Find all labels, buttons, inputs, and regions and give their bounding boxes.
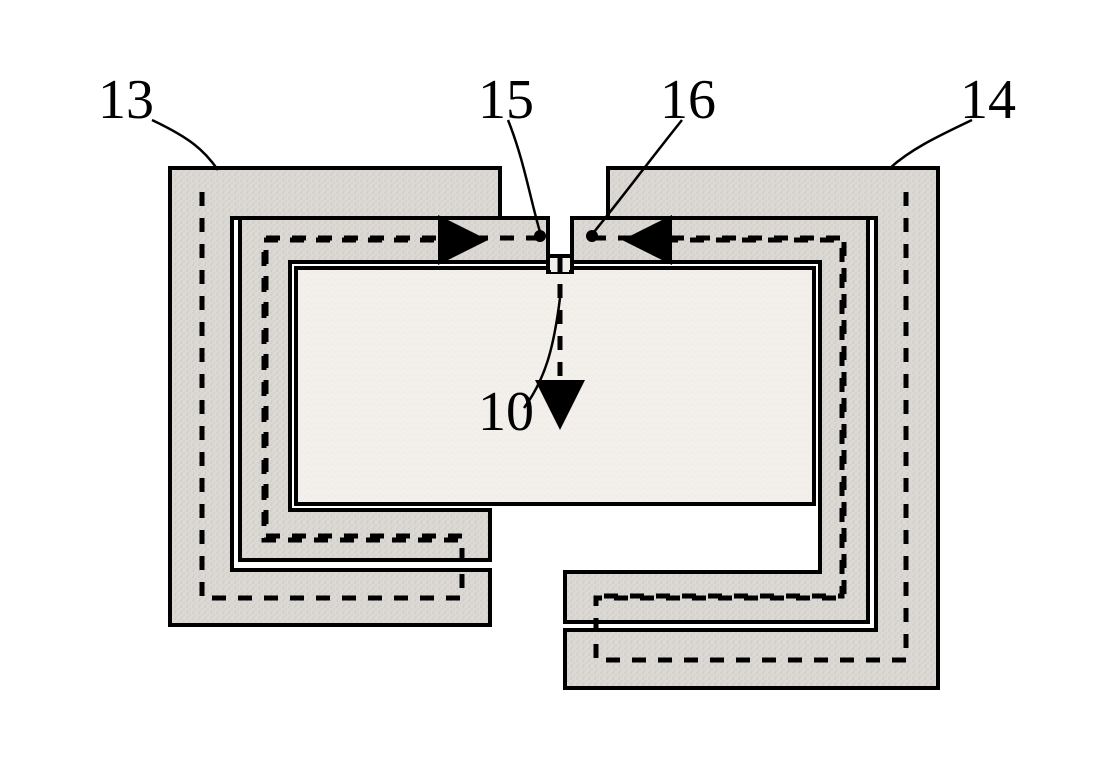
plate-10	[296, 256, 814, 504]
label-16: 16	[660, 68, 716, 132]
diagram-svg	[0, 0, 1119, 759]
label-15: 15	[478, 68, 534, 132]
label-14: 14	[960, 68, 1016, 132]
feed-points	[534, 230, 598, 242]
label-10: 10	[478, 380, 534, 444]
label-13: 13	[98, 68, 154, 132]
figure-container: 13 15 16 14 10	[0, 0, 1119, 759]
